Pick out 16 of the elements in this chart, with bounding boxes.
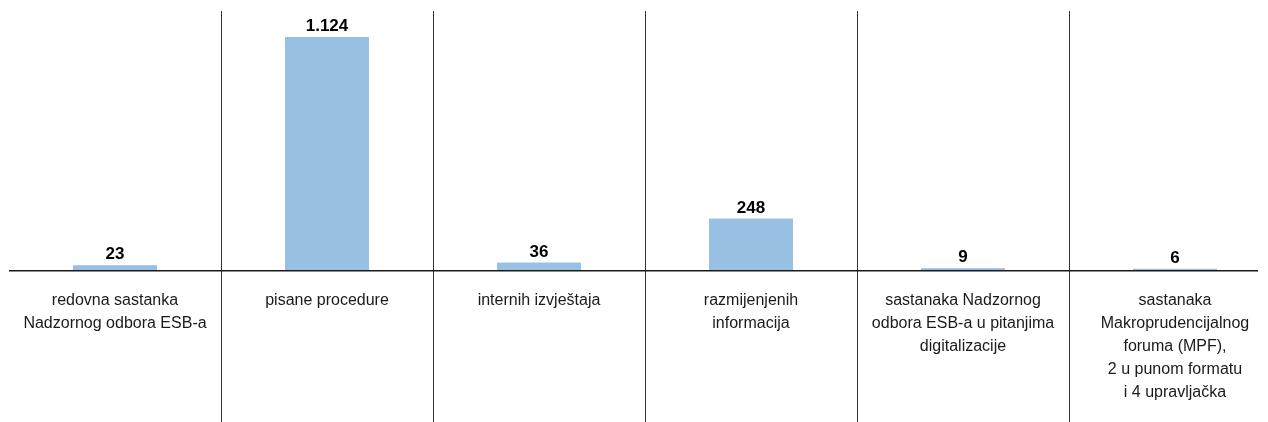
x-tick-label: sastanaka Nadzornog odbora ESB-a u pitanjima digitalizacije <box>871 291 1055 354</box>
x-tick-label: redovna sastanka Nadzornog odbora ESB-a <box>23 291 207 331</box>
data-label: 36 <box>529 241 549 261</box>
x-tick-label: pisane procedure <box>265 291 389 308</box>
data-label: 23 <box>105 244 125 264</box>
data-label: 9 <box>958 247 968 267</box>
data-label: 248 <box>736 197 766 217</box>
bar <box>73 265 157 270</box>
data-label: 6 <box>1170 247 1180 267</box>
bar <box>497 262 581 270</box>
data-label: 1.124 <box>305 16 349 35</box>
x-tick-label: internih izvještaja <box>477 291 601 308</box>
bar <box>285 37 369 270</box>
x-tick-label: razmijenjenih informacija <box>703 291 799 331</box>
x-tick-label: sastanaka Makroprudencijalnog foruma (MPF), 2 u punom formatu i 4 upravljačka <box>1100 291 1250 400</box>
bar <box>709 218 793 270</box>
